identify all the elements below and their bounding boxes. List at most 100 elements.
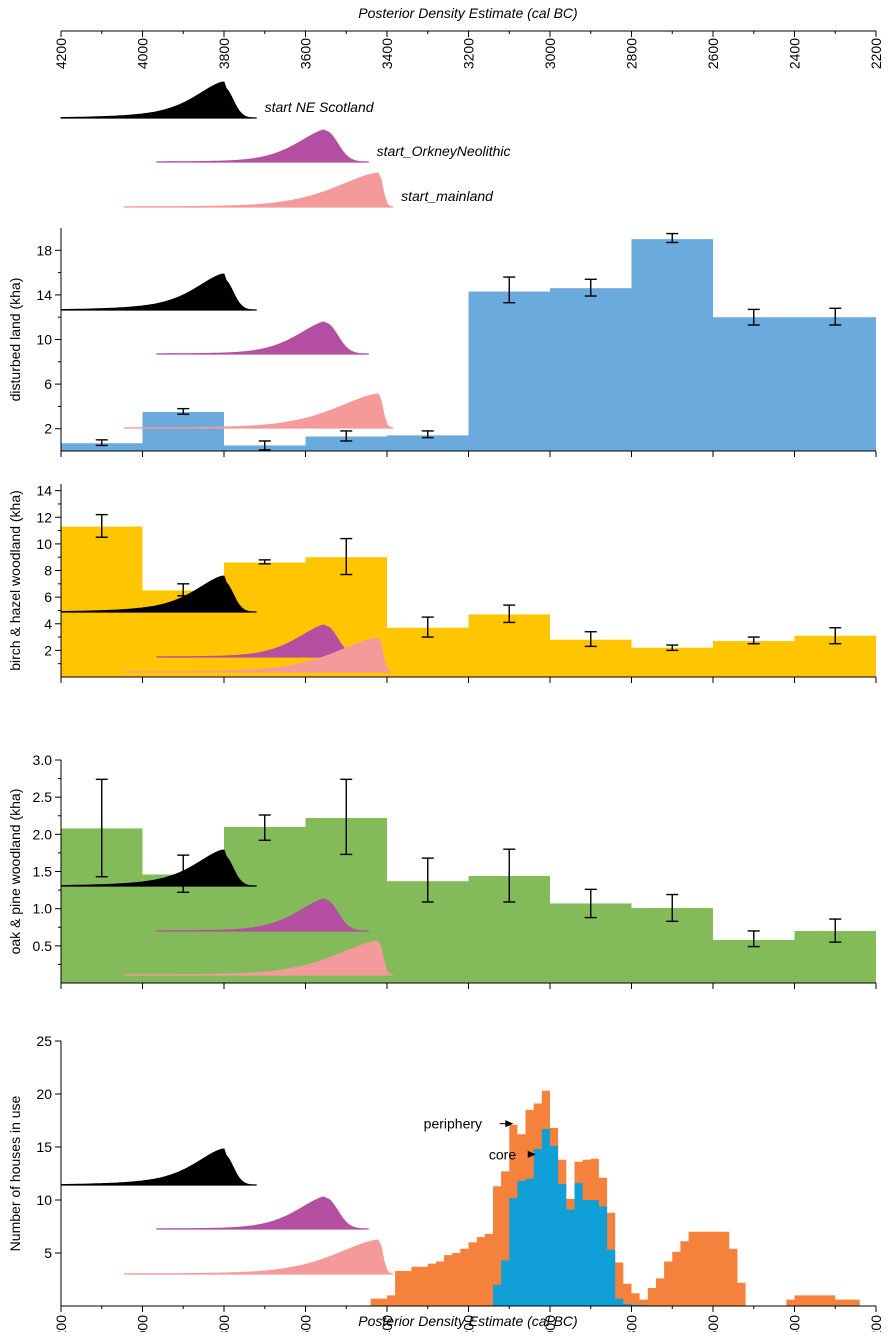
oak-pine-y-tick-label-2: 1.5: [33, 864, 53, 880]
birch-hazel-error-bar-5: [421, 616, 434, 638]
top-tick-label-3000: 3000: [542, 38, 558, 69]
top-tick-label-3600: 3600: [298, 38, 314, 69]
birch-hazel-y-tick-label-0: 2: [44, 642, 52, 658]
oak-pine-error-bar-4: [340, 778, 353, 856]
bottom-axis-title: Posterior Density Estimate (cal BC): [358, 1313, 577, 1329]
bottom-tick-label-4000: 4000: [135, 1315, 151, 1332]
birch-hazel-error-bar-10: [829, 627, 842, 645]
houses-curve-1: [60, 1148, 257, 1186]
top-tick-label-2400: 2400: [787, 38, 803, 69]
disturbed-land-y-tick-label-3: 14: [36, 287, 52, 303]
bottom-tick-label-4200: 4200: [53, 1315, 69, 1332]
disturbed-land-y-tick-label-0: 2: [44, 421, 52, 437]
bottom-tick-label-2800: 2800: [624, 1315, 640, 1332]
bottom-tick-label-3000: 3000: [542, 1315, 558, 1332]
top-tick-label-3800: 3800: [216, 38, 232, 69]
oak-pine-y-tick-label-1: 1.0: [33, 901, 53, 917]
disturbed-land-error-bar-4: [340, 430, 353, 442]
houses-y-tick-label-10: 10: [36, 1192, 52, 1208]
bottom-tick-label-2600: 2600: [705, 1315, 721, 1332]
top-curve-3: [123, 172, 394, 208]
birch-hazel-curve-1: [60, 575, 257, 613]
birch-hazel-bar-6: [468, 614, 550, 677]
bottom-tick-label-3400: 3400: [379, 1315, 395, 1332]
birch-hazel-y-tick-label-2: 6: [44, 589, 52, 605]
disturbed-land-bar-7: [550, 288, 632, 451]
oak-pine-error-bar-9: [747, 930, 760, 948]
top-tick-label-4200: 4200: [53, 38, 69, 69]
disturbed-land-bar-2: [142, 411, 224, 451]
disturbed-land-error-bar-9: [747, 308, 760, 326]
birch-hazel-error-bar-9: [747, 636, 760, 645]
houses-y-tick-label-25: 25: [36, 1033, 52, 1049]
houses-y-axis-title: Number of houses in use: [7, 1095, 23, 1251]
birch-hazel-y-tick-label-4: 10: [36, 536, 52, 552]
bottom-tick-label-2400: 2400: [787, 1315, 803, 1332]
houses-curve-3: [123, 1239, 394, 1275]
birch-hazel-error-bar-6: [503, 604, 516, 624]
disturbed-land-bar-1: [61, 443, 143, 451]
oak-pine-y-tick-label-3: 2.0: [33, 826, 53, 842]
birch-hazel-y-tick-label-3: 8: [44, 563, 52, 579]
birch-hazel-error-bar-3: [258, 559, 271, 565]
annotation-label-periphery: periphery: [424, 1116, 482, 1132]
birch-hazel-error-bar-1: [95, 513, 108, 538]
annotation-label-core: core: [489, 1146, 516, 1162]
birch-hazel-bar-8: [631, 647, 713, 677]
top-curve-1: [60, 81, 257, 119]
top-tick-label-4000: 4000: [135, 38, 151, 69]
houses-curve-2: [156, 1196, 369, 1230]
bottom-tick-label-2200: 2200: [868, 1315, 884, 1332]
disturbed-land-error-bar-7: [584, 278, 597, 297]
houses-y-tick-label-15: 15: [36, 1139, 52, 1155]
houses-core-area: [493, 1129, 648, 1306]
disturbed-land-y-tick-label-1: 6: [44, 376, 52, 392]
disturbed-land-curve-1: [60, 273, 257, 311]
disturbed-land-curve-2: [156, 321, 369, 355]
top-tick-label-3400: 3400: [379, 38, 395, 69]
disturbed-land-y-tick-label-4: 18: [36, 242, 52, 258]
birch-hazel-error-bar-4: [340, 537, 353, 576]
disturbed-land-bar-5: [387, 435, 469, 451]
top-curve-2: [156, 129, 369, 163]
curve-label-1: start NE Scotland: [265, 99, 375, 115]
oak-pine-error-bar-7: [584, 888, 597, 919]
oak-pine-error-bar-5: [421, 857, 434, 903]
oak-pine-y-tick-label-4: 2.5: [33, 789, 53, 805]
top-tick-label-2600: 2600: [705, 38, 721, 69]
birch-hazel-y-axis-title: birch & hazel woodland (kha): [7, 490, 23, 671]
disturbed-land-error-bar-10: [829, 307, 842, 326]
oak-pine-error-bar-6: [503, 848, 516, 903]
disturbed-land-error-bar-2: [177, 407, 190, 415]
top-tick-label-2800: 2800: [624, 38, 640, 69]
birch-hazel-y-tick-label-6: 14: [36, 483, 52, 499]
birch-hazel-bar-3: [224, 562, 306, 677]
oak-pine-error-bar-10: [829, 918, 842, 943]
top-tick-label-2200: 2200: [868, 38, 884, 69]
disturbed-land-error-bar-8: [666, 232, 679, 244]
oak-pine-error-bar-1: [95, 778, 108, 878]
bottom-tick-label-3600: 3600: [298, 1315, 314, 1332]
disturbed-land-y-axis-title: disturbed land (kha): [7, 278, 23, 402]
oak-pine-curve-1: [60, 849, 257, 887]
curve-label-3: start_mainland: [401, 188, 494, 204]
oak-pine-error-bar-3: [258, 814, 271, 841]
birch-hazel-error-bar-7: [584, 631, 597, 648]
disturbed-land-bar-10: [794, 317, 876, 451]
curve-label-2: start_OrkneyNeolithic: [377, 143, 511, 159]
top-axis-title: Posterior Density Estimate (cal BC): [358, 5, 577, 21]
birch-hazel-error-bar-2: [177, 583, 190, 597]
oak-pine-error-bar-2: [177, 854, 190, 894]
houses-y-tick-label-5: 5: [44, 1245, 52, 1261]
disturbed-land-error-bar-5: [421, 430, 434, 439]
birch-hazel-y-tick-label-1: 4: [44, 616, 52, 632]
top-tick-label-3200: 3200: [461, 38, 477, 69]
disturbed-land-error-bar-3: [258, 440, 271, 451]
birch-hazel-y-tick-label-5: 12: [36, 509, 52, 525]
disturbed-land-bar-9: [713, 317, 795, 451]
oak-pine-bar-3: [224, 826, 306, 983]
birch-hazel-error-bar-8: [666, 644, 679, 652]
bottom-tick-label-3800: 3800: [216, 1315, 232, 1332]
